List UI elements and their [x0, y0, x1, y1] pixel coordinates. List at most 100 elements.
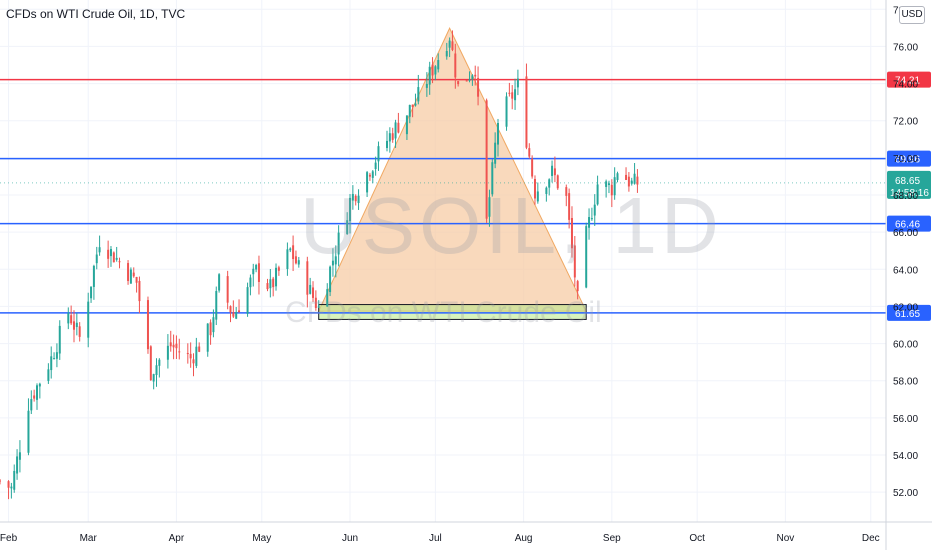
- candle-body: [226, 276, 229, 303]
- candle-body: [414, 103, 417, 106]
- candle-body: [485, 100, 488, 219]
- candle-body: [70, 315, 73, 324]
- candle-body: [155, 365, 158, 376]
- candle-body: [616, 173, 619, 180]
- candle-body: [377, 146, 380, 162]
- candle-body: [610, 184, 613, 196]
- candle-body: [252, 268, 255, 275]
- level-badge-label: 74.21: [895, 76, 920, 87]
- candle-body: [445, 50, 448, 57]
- candle-body: [488, 197, 491, 217]
- candle-body: [565, 187, 568, 196]
- candle-body: [7, 481, 10, 488]
- candle-body: [55, 352, 58, 359]
- candle-body: [508, 92, 511, 94]
- candle-body: [425, 83, 428, 88]
- candle-body: [570, 218, 573, 249]
- level-badge: [887, 304, 931, 321]
- x-tick-label: May: [252, 533, 271, 544]
- candle-body: [292, 245, 295, 260]
- candle-body: [417, 87, 420, 102]
- candle-body: [531, 158, 534, 177]
- candle-body: [195, 346, 198, 366]
- y-tick-label: 60.00: [893, 340, 918, 351]
- candle-body: [235, 312, 238, 319]
- candle-body: [209, 322, 212, 336]
- chart-title: CFDs on WTI Crude Oil, 1D, TVC: [6, 7, 186, 21]
- candle-body: [115, 257, 118, 260]
- candle-body: [505, 96, 508, 127]
- y-tick-label: 64.00: [893, 265, 918, 276]
- candle-body: [0, 480, 1, 482]
- candle-body: [607, 183, 610, 186]
- candle-body: [496, 122, 499, 145]
- x-tick-label: Nov: [777, 533, 795, 544]
- candle-body: [107, 249, 110, 259]
- candle-body: [465, 80, 468, 82]
- candle-body: [232, 312, 235, 317]
- candle-body: [354, 195, 357, 202]
- candle-body: [636, 176, 639, 185]
- y-tick-label: 62.00: [893, 302, 918, 313]
- candle-body: [386, 140, 389, 149]
- candle-body: [10, 486, 13, 489]
- candle-body: [218, 274, 221, 291]
- candle-body: [613, 177, 616, 196]
- candle-body: [391, 133, 394, 140]
- candle-body: [368, 174, 371, 177]
- candle-body: [545, 187, 548, 194]
- candle-body: [275, 267, 278, 287]
- candle-body: [477, 77, 480, 97]
- candle-body: [272, 278, 275, 288]
- candle-body: [47, 369, 50, 381]
- candle-body: [215, 291, 218, 320]
- level-badge-label: 69.96: [895, 155, 920, 166]
- candle-body: [334, 256, 337, 265]
- y-tick-label: 54.00: [893, 451, 918, 462]
- candle-body: [149, 346, 152, 381]
- candle-body: [192, 359, 195, 364]
- candle-body: [175, 343, 178, 349]
- y-tick-label: 70.00: [893, 154, 918, 165]
- candle-body: [553, 168, 556, 176]
- candle-body: [50, 356, 53, 371]
- candle-body: [388, 133, 391, 142]
- y-tick-label: 68.00: [893, 191, 918, 202]
- candle-body: [605, 181, 608, 187]
- candle-body: [627, 176, 630, 187]
- candle-body: [349, 197, 352, 222]
- x-tick-label: Sep: [603, 533, 621, 544]
- candle-body: [135, 276, 138, 283]
- candle-body: [312, 287, 315, 298]
- candle-body: [92, 265, 95, 287]
- candle-body: [405, 115, 408, 135]
- candle-body: [573, 245, 576, 278]
- candle-body: [568, 193, 571, 220]
- x-tick-label: Apr: [169, 533, 185, 544]
- candle-body: [346, 220, 349, 235]
- candle-body: [255, 264, 258, 270]
- candle-body: [87, 301, 90, 338]
- y-tick-label: 72.00: [893, 117, 918, 128]
- candle-body: [337, 232, 340, 255]
- candle-body: [516, 78, 519, 88]
- currency-badge[interactable]: USD: [899, 6, 925, 24]
- candle-body: [511, 92, 514, 99]
- candle-body: [72, 321, 75, 330]
- candle-body: [428, 66, 431, 85]
- candle-body: [593, 204, 596, 216]
- y-tick-label: 76.00: [893, 42, 918, 53]
- candle-body: [266, 283, 269, 290]
- candle-body: [625, 174, 628, 180]
- current-price-badge: [887, 170, 931, 199]
- candle-body: [431, 64, 434, 76]
- candle-body: [146, 300, 149, 350]
- candle-body: [329, 266, 332, 293]
- candle-body: [98, 247, 101, 253]
- candle-body: [138, 280, 141, 302]
- candle-body: [18, 452, 21, 460]
- candle-body: [590, 218, 593, 220]
- candle-body: [434, 66, 437, 75]
